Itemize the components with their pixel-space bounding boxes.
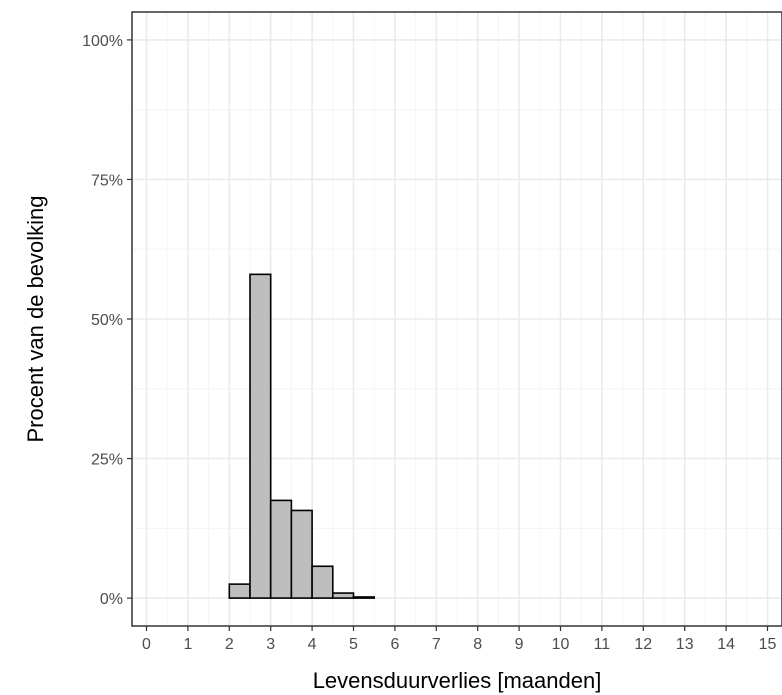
x-tick-label: 3	[266, 636, 275, 653]
x-axis-title: Levensduurverlies [maanden]	[313, 668, 602, 693]
y-tick-label: 25%	[91, 452, 123, 469]
x-tick-label: 15	[759, 636, 777, 653]
x-tick-label: 4	[308, 636, 317, 653]
x-tick-label: 0	[142, 636, 151, 653]
x-tick-label: 12	[634, 636, 652, 653]
x-tick-label: 5	[349, 636, 358, 653]
histogram-bar	[352, 596, 375, 599]
histogram-bar	[311, 565, 334, 599]
x-tick-label: 2	[225, 636, 234, 653]
x-tick-label: 9	[515, 636, 524, 653]
x-tick-label: 11	[594, 636, 611, 653]
y-tick-label: 75%	[91, 172, 123, 189]
x-tick-label: 6	[390, 636, 399, 653]
x-tick-label: 14	[717, 636, 735, 653]
histogram-bar	[290, 509, 313, 599]
histogram-bar	[228, 583, 251, 599]
y-axis-title: Procent van de bevolking	[23, 195, 48, 442]
y-axis: 0% 25% 50% 75% 100%	[82, 33, 132, 608]
y-tick-label: 50%	[91, 312, 123, 329]
histogram-bars	[228, 273, 375, 599]
histogram-bar	[249, 273, 272, 599]
x-tick-label: 10	[552, 636, 570, 653]
histogram-bar	[269, 499, 293, 599]
major-gridlines	[132, 12, 782, 626]
x-tick-label: 1	[183, 636, 192, 653]
y-tick-label: 100%	[82, 33, 123, 50]
x-tick-label: 13	[676, 636, 694, 653]
x-tick-label: 8	[473, 636, 482, 653]
histogram-bar	[331, 592, 355, 599]
x-tick-label: 7	[432, 636, 441, 653]
x-axis: 0 1 2 3 4 5 6 7 8 9 10 11 12 13 14 15	[142, 626, 777, 653]
y-tick-label: 0%	[100, 591, 123, 608]
